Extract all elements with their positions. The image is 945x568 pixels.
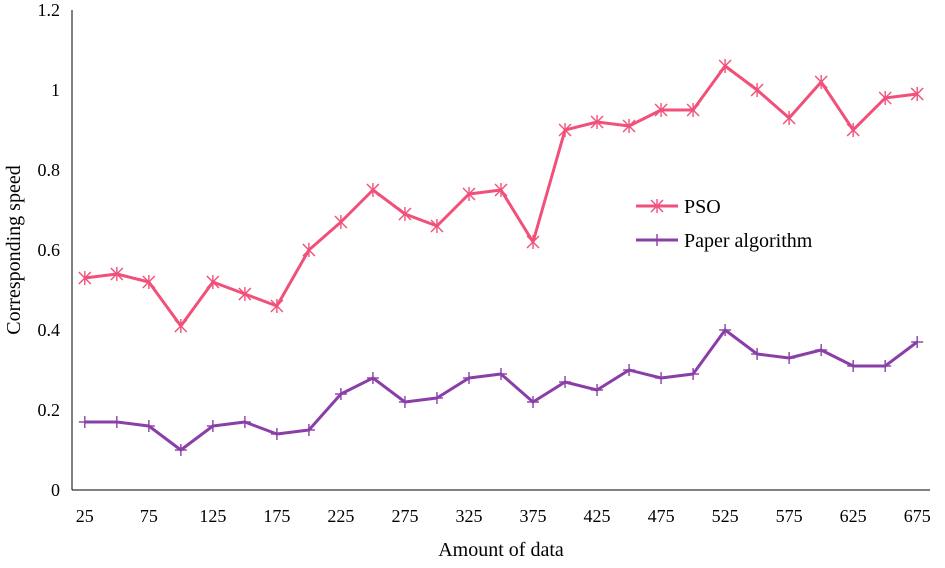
x-tick-label: 275 bbox=[391, 506, 418, 526]
data-point-paper-algorithm bbox=[783, 352, 796, 364]
data-point-paper-algorithm bbox=[591, 384, 604, 396]
data-point-paper-algorithm bbox=[366, 372, 379, 384]
data-point-pso bbox=[846, 123, 860, 137]
data-point-paper-algorithm bbox=[911, 336, 924, 348]
data-point-paper-algorithm bbox=[847, 360, 860, 372]
data-point-paper-algorithm bbox=[719, 324, 732, 336]
axes bbox=[71, 10, 930, 491]
y-tick-label: 0.2 bbox=[38, 400, 61, 420]
data-point-paper-algorithm bbox=[398, 396, 411, 408]
data-point-pso bbox=[910, 87, 924, 101]
data-point-pso bbox=[718, 59, 732, 73]
data-point-paper-algorithm bbox=[495, 368, 507, 380]
series-layer bbox=[78, 59, 924, 456]
data-point-pso bbox=[494, 183, 508, 197]
y-tick-label: 0.4 bbox=[38, 320, 61, 340]
legend-marker bbox=[651, 234, 663, 246]
data-point-paper-algorithm bbox=[655, 372, 668, 384]
x-tick-label: 175 bbox=[263, 506, 290, 526]
data-point-pso bbox=[590, 115, 604, 129]
legend-item-paper-algorithm: Paper algorithm bbox=[636, 230, 813, 252]
data-point-paper-algorithm bbox=[815, 344, 828, 356]
data-point-pso bbox=[782, 111, 796, 125]
data-point-paper-algorithm bbox=[559, 376, 572, 388]
data-point-pso bbox=[334, 215, 348, 229]
data-point-paper-algorithm bbox=[687, 368, 700, 380]
x-tick-label: 575 bbox=[776, 506, 803, 526]
data-point-paper-algorithm bbox=[334, 388, 347, 400]
x-tick-label: 475 bbox=[648, 506, 675, 526]
data-point-pso bbox=[878, 91, 892, 105]
data-point-paper-algorithm bbox=[751, 348, 764, 360]
data-point-pso bbox=[142, 275, 156, 289]
data-point-paper-algorithm bbox=[879, 360, 892, 372]
data-point-pso bbox=[654, 103, 668, 117]
legend: PSO Paper algorithm bbox=[636, 196, 813, 252]
x-tick-label: 225 bbox=[327, 506, 354, 526]
y-tick-label: 0 bbox=[51, 480, 60, 500]
data-point-pso bbox=[270, 299, 284, 313]
data-point-pso bbox=[622, 119, 636, 133]
data-point-pso bbox=[686, 103, 700, 117]
data-point-paper-algorithm bbox=[206, 420, 219, 432]
legend-item-pso: PSO bbox=[636, 196, 721, 218]
x-tick-label: 675 bbox=[904, 506, 931, 526]
data-point-pso bbox=[558, 123, 572, 137]
x-tick-label: 625 bbox=[840, 506, 867, 526]
data-point-paper-algorithm bbox=[142, 420, 155, 432]
data-point-pso bbox=[110, 267, 124, 281]
data-point-pso bbox=[206, 275, 220, 289]
legend-label: PSO bbox=[684, 196, 721, 218]
data-point-paper-algorithm bbox=[462, 372, 475, 384]
y-tick-label: 0.8 bbox=[38, 160, 61, 180]
x-tick-label: 75 bbox=[140, 506, 158, 526]
series-line-paper-algorithm bbox=[84, 328, 919, 452]
data-point-pso bbox=[526, 235, 540, 249]
data-point-pso bbox=[366, 183, 380, 197]
x-tick-label: 375 bbox=[520, 506, 547, 526]
tick-labels: 0 0.2 0.4 0.6 0.8 1 1.2 25 75 125 175 225 275 325 375 4… bbox=[38, 0, 931, 526]
data-point-pso bbox=[398, 207, 412, 221]
x-tick-label: 425 bbox=[584, 506, 611, 526]
legend-label: Paper algorithm bbox=[684, 230, 813, 252]
y-tick-label: 1 bbox=[51, 80, 60, 100]
data-point-paper-algorithm bbox=[78, 416, 91, 428]
x-tick-label: 525 bbox=[712, 506, 739, 526]
data-point-paper-algorithm bbox=[270, 428, 283, 440]
data-point-paper-algorithm bbox=[174, 444, 187, 456]
y-tick-label: 0.6 bbox=[38, 240, 61, 260]
data-point-pso bbox=[462, 187, 476, 201]
data-point-paper-algorithm bbox=[430, 392, 443, 404]
series-paper-algorithm bbox=[78, 324, 924, 456]
data-point-pso bbox=[302, 243, 316, 257]
series-pso bbox=[78, 59, 924, 333]
data-point-paper-algorithm bbox=[238, 416, 251, 428]
data-point-paper-algorithm bbox=[527, 396, 540, 408]
data-point-paper-algorithm bbox=[623, 364, 636, 376]
data-point-paper-algorithm bbox=[302, 424, 315, 436]
data-point-pso bbox=[750, 83, 764, 97]
data-point-pso bbox=[174, 319, 188, 333]
data-point-pso bbox=[814, 75, 828, 89]
data-point-paper-algorithm bbox=[110, 416, 123, 428]
x-tick-label: 125 bbox=[199, 506, 226, 526]
x-tick-label: 25 bbox=[76, 506, 94, 526]
x-axis-title: Amount of data bbox=[438, 539, 564, 561]
data-point-pso bbox=[238, 287, 252, 301]
y-tick-label: 1.2 bbox=[38, 0, 61, 20]
legend-marker bbox=[650, 199, 664, 213]
y-axis-title: Corresponding speed bbox=[3, 165, 25, 334]
x-tick-label: 325 bbox=[455, 506, 482, 526]
data-point-pso bbox=[430, 219, 444, 233]
data-point-pso bbox=[78, 271, 92, 285]
